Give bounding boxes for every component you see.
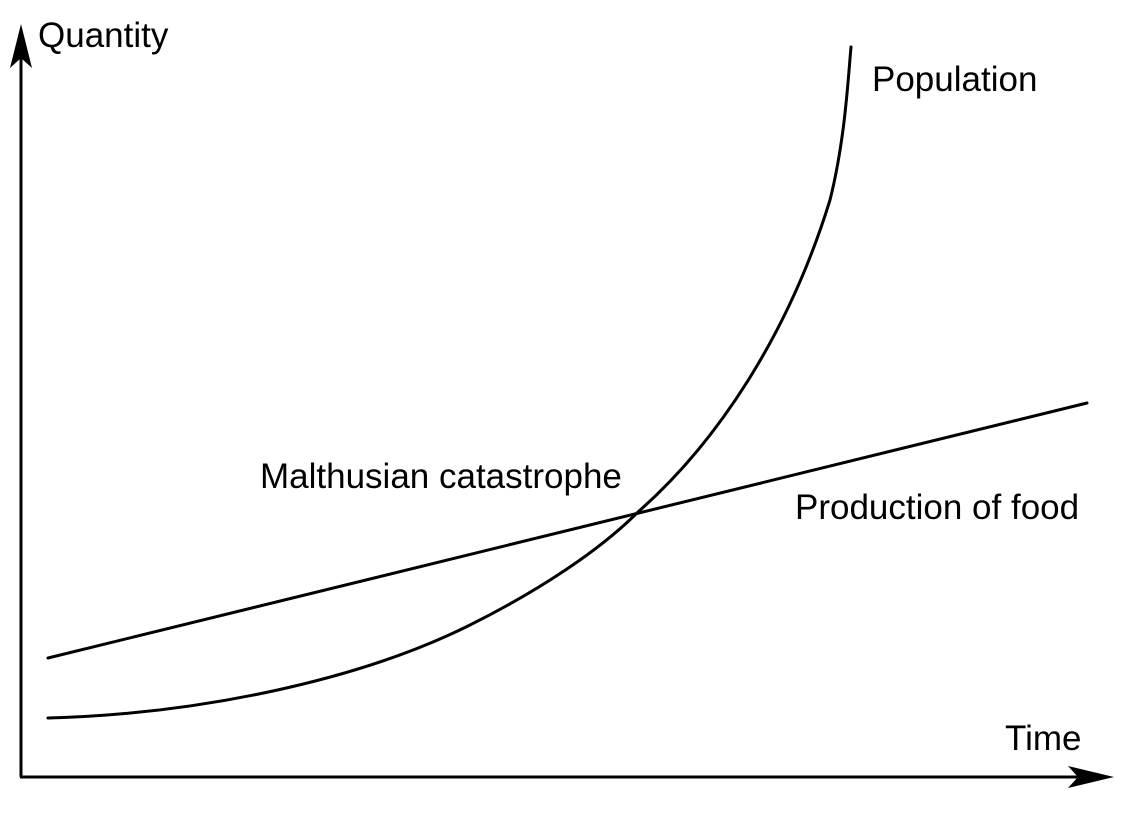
x-axis-label: Time bbox=[1005, 719, 1081, 758]
x-axis-arrowhead bbox=[1068, 766, 1114, 788]
food-production-line bbox=[46, 401, 1089, 660]
y-axis-arrowhead bbox=[10, 24, 32, 68]
population-curve bbox=[46, 45, 853, 720]
population-label: Population bbox=[872, 60, 1037, 99]
y-axis-label: Quantity bbox=[38, 16, 169, 55]
catastrophe-label: Malthusian catastrophe bbox=[260, 457, 622, 496]
food-production-label: Production of food bbox=[795, 488, 1079, 527]
